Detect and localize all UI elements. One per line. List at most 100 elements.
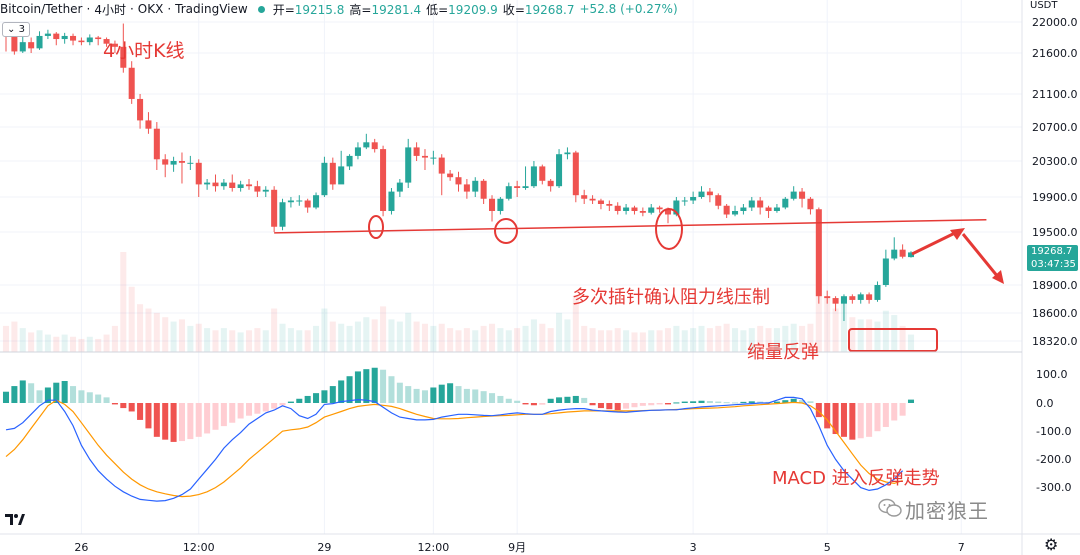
macd-histogram-bar [673, 402, 680, 404]
macd-histogram-bar [396, 382, 403, 403]
candle-body [111, 43, 118, 47]
macd-histogram-bar [648, 403, 655, 406]
macd-histogram-bar [547, 398, 554, 403]
candle-body [489, 198, 496, 211]
volume-bar [472, 330, 479, 352]
price-axis[interactable]: 22000.0 21600.0 21100.0 20700.0 20300.0 19900… [1032, 16, 1078, 348]
macd-histogram-bar [204, 403, 211, 434]
volume-bar [907, 334, 915, 352]
candle-body [614, 205, 621, 211]
candle-body [681, 200, 688, 202]
candle-body [262, 189, 269, 192]
candle-body [572, 152, 579, 196]
volume-bar [388, 319, 395, 352]
macd-axis[interactable]: 100.0 0.0 -100.0 -200.0 -300.0 [1036, 368, 1071, 494]
volume-bar [11, 321, 18, 352]
macd-histogram-bar [44, 387, 51, 403]
macd-histogram-bar [170, 403, 177, 442]
volume-bar [70, 336, 77, 352]
macd-histogram-bar [53, 382, 60, 403]
candle-body [19, 42, 26, 52]
currency-label: USDT [1030, 0, 1058, 11]
volume-bar [782, 325, 789, 352]
macd-histogram-bar [388, 376, 395, 403]
volume-bar [824, 297, 831, 352]
volume-bar [128, 286, 135, 352]
macd-histogram-bar [715, 401, 722, 403]
candle-body [304, 200, 311, 208]
candle-body [472, 180, 479, 192]
macd-histogram-bar [128, 403, 135, 412]
macd-histogram-bar [78, 390, 85, 403]
candle-body [254, 186, 261, 192]
candle-body [212, 182, 219, 187]
volume-bar [874, 321, 881, 352]
macd-histogram-bar [220, 403, 227, 427]
candlesticks [2, 23, 915, 321]
macd-histogram-bar [229, 403, 236, 423]
volume-bar [732, 328, 739, 352]
tradingview-logo-icon[interactable] [4, 511, 26, 527]
indicator-toggle-button[interactable]: ⌄ 3 [2, 22, 30, 37]
macd-histogram-bar [36, 390, 43, 403]
candle-body [321, 162, 328, 196]
timeframe[interactable]: 4小时 [94, 2, 126, 17]
macd-histogram-bar [690, 401, 697, 403]
market-open-icon [257, 5, 265, 13]
price-axis-label: 21600.0 [1032, 47, 1078, 60]
annotation-macd: MACD 进入反弹走势 [772, 468, 940, 489]
macd-histogram-bar [539, 403, 546, 405]
macd-histogram-bar [187, 403, 194, 440]
resistance-line [274, 219, 987, 234]
volume-bar [229, 330, 236, 352]
volume-bar [899, 325, 906, 352]
time-axis-label: 26 [74, 541, 88, 554]
macd-histogram-bar [489, 393, 496, 403]
ohlc-high: 高=19281.4 [349, 2, 422, 17]
candle-body [648, 207, 655, 213]
macd-histogram-bar [832, 403, 839, 435]
macd-histogram-bar [698, 400, 705, 403]
macd-histogram-bar [447, 383, 454, 403]
price-axis-label: 18320.0 [1032, 335, 1078, 348]
volume-bar [882, 310, 889, 352]
macd-histogram-bar [572, 395, 579, 403]
volume-bar [698, 325, 705, 352]
volume-bar [262, 330, 269, 352]
volume-bar [631, 332, 638, 352]
projection-arrow-up [911, 230, 958, 256]
macd-histogram-bar [304, 395, 311, 403]
symbol-name[interactable]: Bitcoin/Tether [0, 2, 83, 16]
macd-axis-label: -300.0 [1036, 481, 1071, 494]
macd-histogram-bar [153, 403, 160, 437]
candle-body [70, 35, 77, 41]
candle-body [53, 33, 60, 40]
macd-histogram-bar [463, 388, 470, 403]
settings-gear-icon[interactable]: ⚙ [1044, 535, 1059, 554]
volume-bar [61, 334, 68, 352]
volume-bar [354, 321, 361, 352]
wick-circle-3 [655, 208, 683, 250]
macd-histogram-bar [2, 391, 10, 403]
volume-bar [103, 334, 110, 352]
candle-body [564, 152, 571, 155]
candle-body [857, 294, 864, 300]
ohlc-close: 收=19268.7 [502, 2, 575, 17]
macd-histogram-bar [681, 401, 688, 403]
candle-body [128, 67, 135, 99]
candle-body [120, 46, 127, 68]
volume-bar [832, 308, 839, 352]
candle-body [530, 166, 537, 187]
price-axis-label: 18600.0 [1032, 307, 1078, 320]
volume-bar [866, 319, 873, 352]
ohlc-low: 低=19209.9 [426, 2, 498, 17]
candle-body [664, 209, 672, 215]
volume-bar [279, 323, 286, 352]
candle-body [380, 149, 387, 211]
candle-body [480, 180, 487, 199]
candle-body [698, 191, 705, 197]
volume-bar [204, 328, 211, 352]
